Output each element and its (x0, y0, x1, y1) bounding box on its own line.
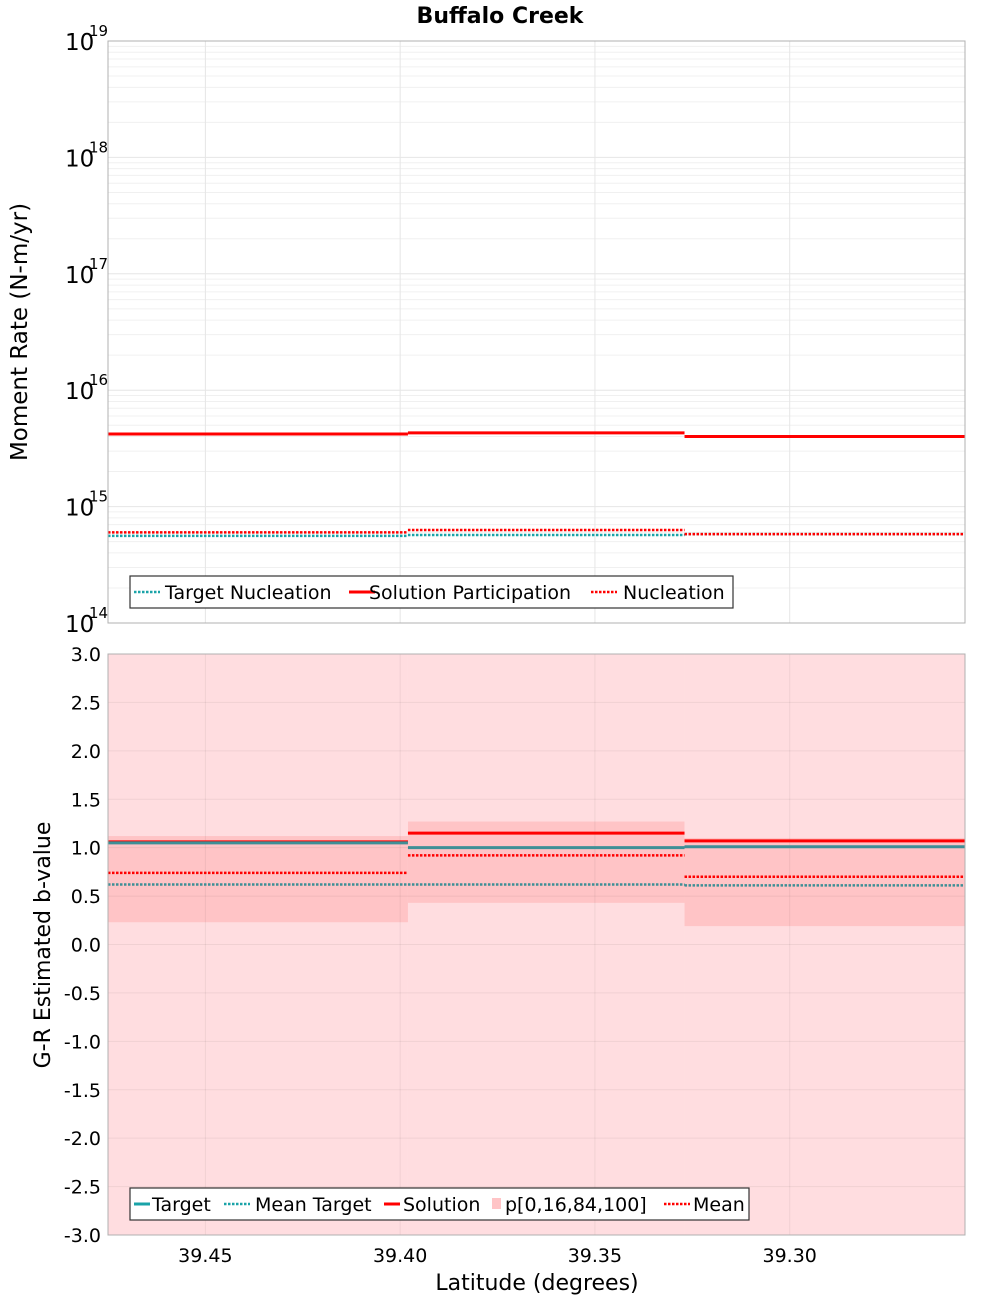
y-tick-label: 1.0 (71, 838, 101, 860)
y-tick-label: -2.0 (64, 1128, 101, 1150)
moment-rate-series (108, 431, 965, 538)
figure-title: Buffalo Creek (417, 4, 585, 29)
legend-label: Target Nucleation (164, 582, 332, 604)
band-inner (407, 821, 685, 903)
b-value-panel: 3.0 2.5 2.0 1.5 1.0 0.5 0.0 -0.5 -1.0 -1.5 -2.0 -2.… (31, 644, 966, 1296)
latitude-x-axis-label: Latitude (degrees) (435, 1271, 638, 1296)
moment-rate-y-axis-label: Moment Rate (N-m/yr) (7, 203, 33, 461)
band-outer (407, 654, 685, 1235)
legend-label: Solution Participation (369, 582, 571, 604)
y-tick-base: 10 (65, 379, 94, 405)
y-tick-exponent: 18 (89, 138, 108, 156)
y-tick-label: 2.5 (71, 692, 101, 714)
b-value-legend: Target Mean Target Solution p[0,16,84,100] M… (129, 1187, 750, 1221)
legend-label: Mean (693, 1194, 745, 1216)
y-tick-base: 10 (65, 612, 94, 638)
b-value-series (108, 831, 965, 887)
y-tick-exponent: 19 (89, 22, 108, 40)
y-tick-exponent: 14 (89, 604, 108, 622)
b-value-y-axis-label: G-R Estimated b-value (31, 822, 56, 1069)
legend-label: Mean Target (255, 1194, 372, 1216)
y-tick-label: 0.0 (71, 935, 101, 957)
y-tick-label: 3.0 (71, 644, 101, 666)
legend-swatch (492, 1198, 501, 1209)
band-inner (684, 837, 965, 927)
y-tick-label: 0.5 (71, 886, 101, 908)
b-value-frame (107, 653, 966, 1236)
legend-label: Target (151, 1194, 211, 1216)
y-tick-label: 2.0 (71, 741, 101, 763)
y-tick-label: -1.5 (64, 1080, 101, 1102)
band-inner (108, 836, 408, 923)
y-tick-label: 1.5 (71, 789, 101, 811)
moment-rate-frame (107, 40, 966, 624)
band-outer (684, 654, 965, 1235)
x-tick-label: 39.40 (373, 1245, 427, 1267)
legend-label: Solution (403, 1194, 480, 1216)
b-value-y-ticks: 3.0 2.5 2.0 1.5 1.0 0.5 0.0 -0.5 -1.0 -1.5 -2.0 -2.… (64, 644, 101, 1247)
y-tick-base: 10 (65, 146, 94, 172)
y-tick-label: -3.0 (64, 1225, 101, 1247)
legend-label: p[0,16,84,100] (505, 1194, 647, 1216)
y-tick-label: -2.5 (64, 1177, 101, 1199)
x-tick-label: 39.45 (178, 1245, 232, 1267)
legend-label: Nucleation (623, 582, 725, 604)
x-tick-label: 39.35 (568, 1245, 622, 1267)
legend-box (129, 575, 734, 609)
band-outer (108, 654, 408, 1235)
y-tick-base: 10 (65, 496, 94, 522)
b-value-band (108, 654, 965, 1235)
latitude-x-ticks: 39.45 39.40 39.35 39.30 (178, 1245, 817, 1267)
x-tick-label: 39.30 (763, 1245, 817, 1267)
moment-rate-legend: Target Nucleation Solution Participation N… (129, 575, 734, 609)
y-tick-exponent: 16 (89, 371, 108, 389)
y-tick-exponent: 15 (89, 488, 108, 506)
y-tick-exponent: 17 (89, 255, 108, 273)
y-tick-base: 10 (65, 263, 94, 289)
y-tick-label: -0.5 (64, 983, 101, 1005)
y-tick-label: -1.0 (64, 1031, 101, 1053)
y-tick-base: 10 (65, 30, 94, 56)
moment-rate-plot-area (108, 41, 965, 623)
